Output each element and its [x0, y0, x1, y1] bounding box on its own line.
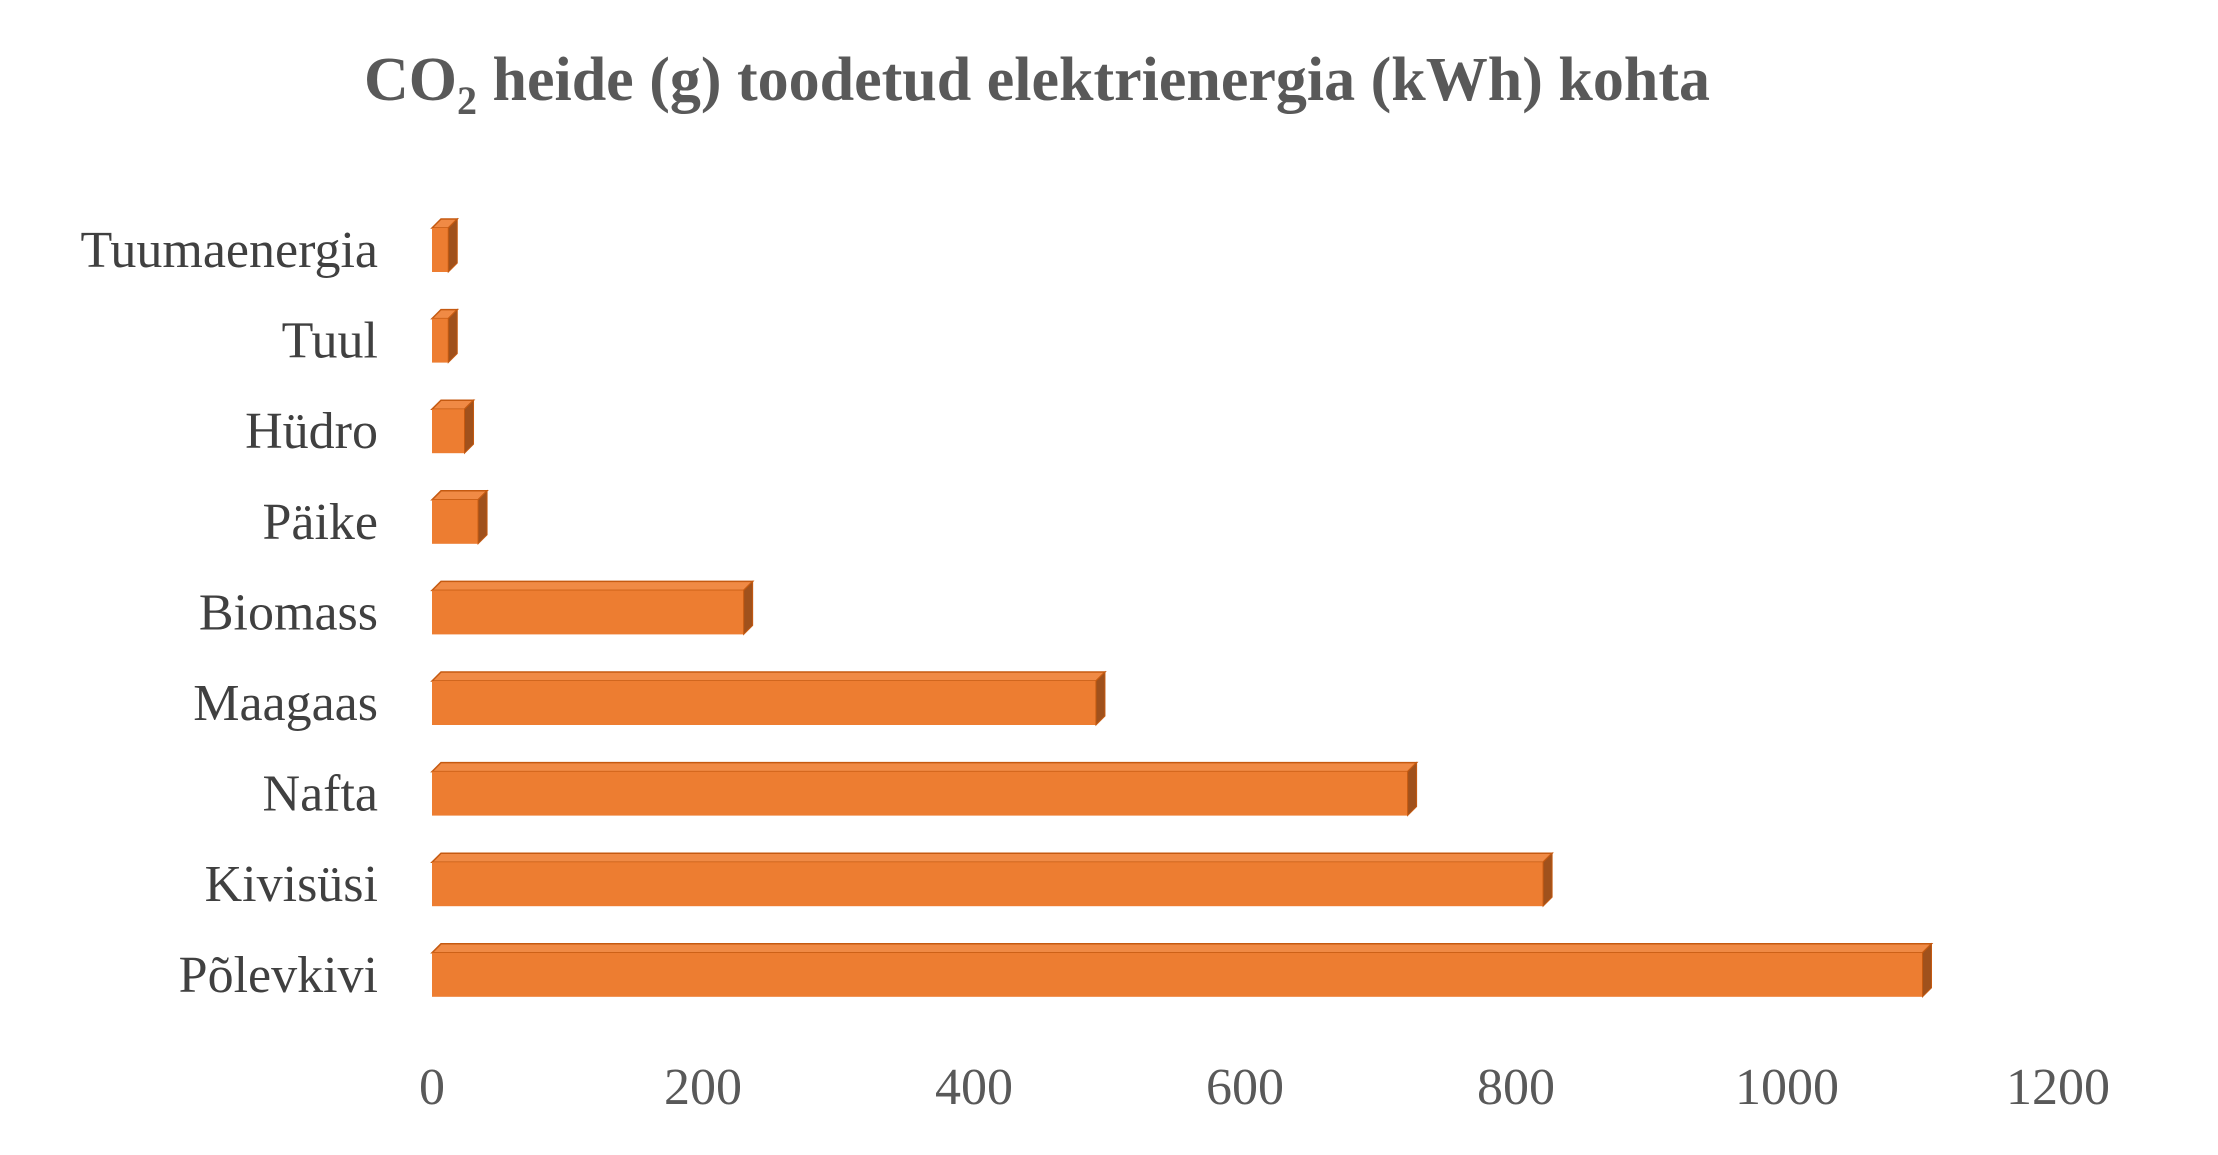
x-tick-label-0: 0: [419, 1059, 445, 1116]
bar-front-face: [432, 499, 479, 544]
chart-title-main: CO: [364, 46, 457, 114]
bars-layer: [430, 217, 1934, 999]
category-labels: Tuumaenergia Tuul Hüdro Päike Biomass Maagaas…: [80, 222, 378, 1004]
category-label-maagaas: Maagaas: [193, 675, 378, 732]
bar-side-face: [464, 398, 475, 455]
bar-side-face: [1407, 761, 1418, 817]
bar-paike: [430, 489, 489, 546]
bar-top-face: [430, 852, 1554, 863]
bar-tuul: [430, 308, 460, 364]
chart-title: CO2 heide (g) toodetud elektrienergia (k…: [364, 46, 1710, 123]
category-label-kivisusi: Kivisüsi: [205, 856, 378, 913]
bar-side-face: [447, 308, 458, 364]
category-label-paike: Päike: [262, 494, 378, 551]
bar-front-face: [432, 590, 744, 635]
bar-front-face: [432, 681, 1096, 725]
bar-maagaas: [430, 670, 1107, 727]
x-axis-tick-labels: 0 200 400 600 800 1000 1200: [419, 1059, 2110, 1116]
category-label-nafta: Nafta: [263, 766, 378, 823]
category-label-tuul: Tuul: [282, 313, 378, 370]
category-label-biomass: Biomass: [199, 584, 378, 641]
x-tick-label-600: 600: [1206, 1059, 1284, 1116]
category-label-hudro: Hüdro: [245, 403, 378, 460]
bar-hudro: [430, 398, 476, 455]
bar-biomass: [430, 580, 755, 636]
bar-side-face: [1542, 851, 1553, 908]
x-tick-label-1200: 1200: [2006, 1059, 2110, 1116]
bar-top-face: [430, 580, 755, 592]
x-tick-label-800: 800: [1477, 1059, 1555, 1116]
bar-side-face: [1922, 942, 1932, 999]
x-tick-label-400: 400: [935, 1059, 1013, 1116]
x-tick-label-200: 200: [664, 1059, 742, 1116]
chart-title-rest: heide (g) toodetud elektrienergia (kWh) …: [477, 46, 1710, 114]
bar-side-face: [477, 489, 488, 546]
bar-side-face: [743, 580, 754, 636]
bar-side-face: [447, 217, 458, 274]
bar-front-face: [432, 228, 449, 272]
bar-nafta: [430, 761, 1419, 817]
bar-top-face: [430, 671, 1107, 682]
bar-side-face: [1095, 670, 1106, 727]
category-label-tuumaenergia: Tuumaenergia: [80, 222, 378, 279]
bar-top-face: [430, 761, 1419, 773]
chart-title-subscript: 2: [457, 78, 477, 123]
bar-front-face: [432, 771, 1408, 816]
category-label-polevkivi: Põlevkivi: [179, 947, 378, 1004]
bar-tuumaenergia: [430, 217, 460, 274]
bar-polevkivi: [430, 942, 1934, 999]
bar-front-face: [432, 409, 465, 454]
bar-front-face: [432, 862, 1544, 907]
bar-kivisusi: [430, 851, 1554, 908]
bar-front-face: [432, 318, 449, 363]
bar-front-face: [432, 952, 1923, 997]
bar-top-face: [430, 943, 1934, 954]
x-tick-label-1000: 1000: [1735, 1059, 1839, 1116]
